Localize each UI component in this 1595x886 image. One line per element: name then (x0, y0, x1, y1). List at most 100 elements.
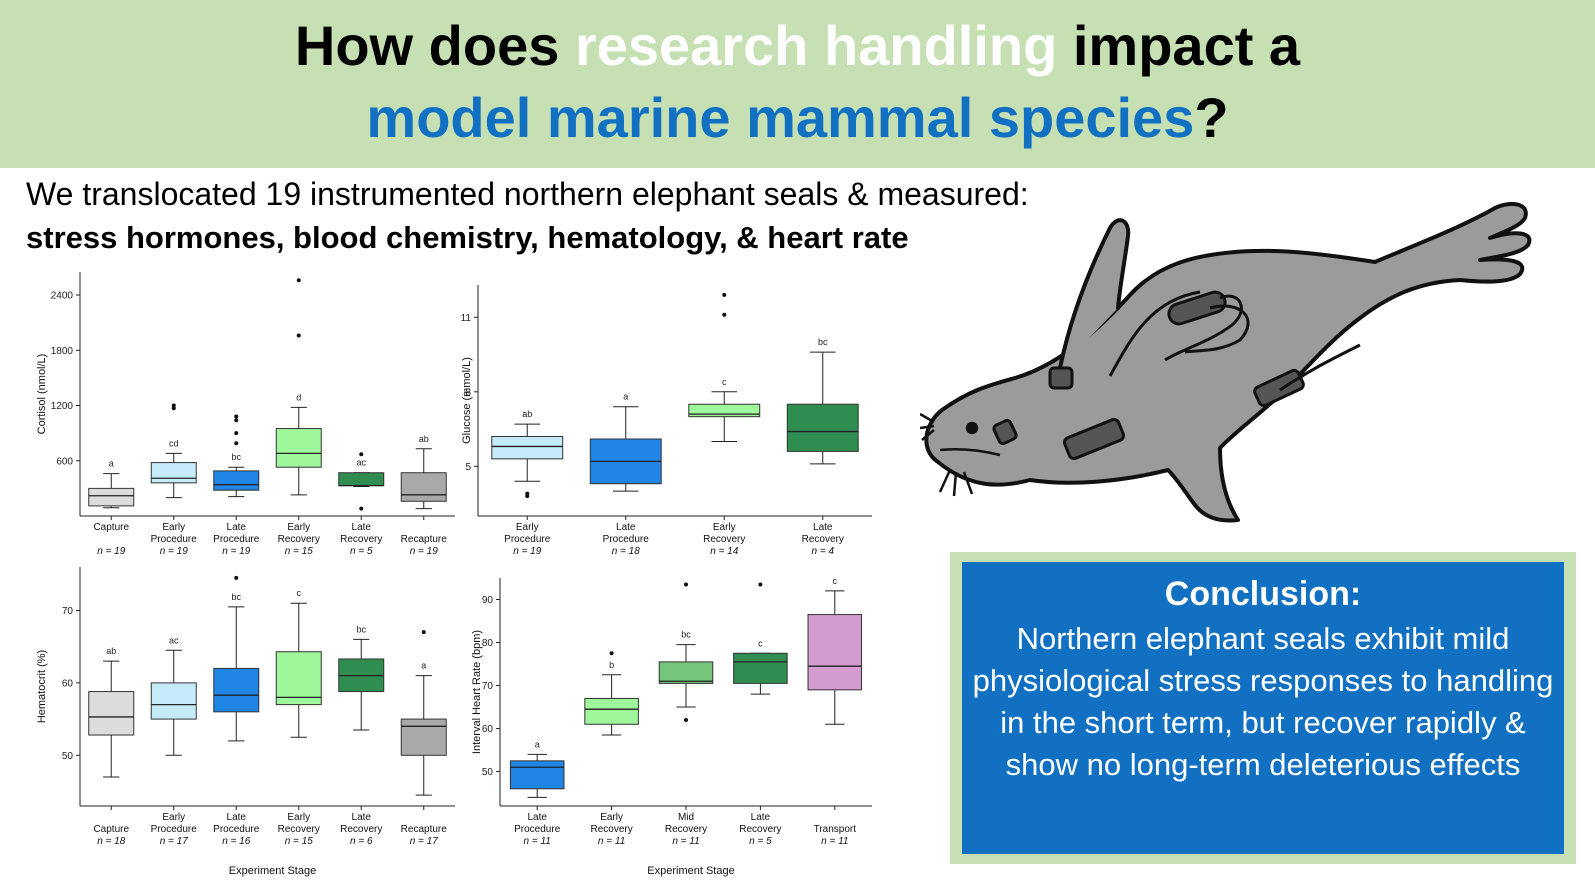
significance-letter: bc (356, 624, 366, 634)
intro-measures: stress hormones, blood chemistry, hemato… (26, 220, 909, 255)
box (88, 487, 135, 507)
title-highlight-white: research handling (574, 14, 1058, 77)
sample-size-label: n = 4 (811, 546, 834, 557)
box (658, 661, 714, 684)
seal-body (924, 201, 1532, 523)
x-tick-label: Recapture (401, 534, 448, 545)
outlier-point (234, 431, 239, 436)
y-axis-label: Glucose (mmol/L) (461, 357, 473, 444)
sample-size-label: n = 17 (160, 836, 189, 847)
outlier-point (234, 418, 239, 423)
x-tick-label: Recovery (739, 824, 781, 835)
outlier-point (234, 414, 239, 419)
x-tick-label: Early (162, 812, 185, 823)
significance-letter: a (109, 459, 114, 469)
box (213, 470, 260, 491)
title-text: ? (1194, 86, 1229, 149)
x-tick-label: Late (352, 522, 372, 533)
box (400, 472, 447, 502)
x-tick-label: Recovery (278, 534, 320, 545)
box (213, 667, 260, 713)
outlier-point (722, 292, 727, 297)
seal-cables (1108, 290, 1361, 392)
outlier-point (609, 651, 614, 656)
box (491, 436, 564, 460)
x-tick-label: Procedure (151, 534, 198, 545)
conclusion-panel: Conclusion: Northern elephant seals exhi… (962, 562, 1564, 854)
y-tick-label: 11 (461, 313, 472, 324)
x-tick-label: Early (713, 522, 736, 533)
conclusion-title: Conclusion: (1164, 575, 1362, 613)
outlier-point (171, 406, 176, 411)
x-tick-label: Late (813, 522, 833, 533)
sample-size-label: n = 5 (749, 836, 772, 847)
outlier-point (421, 630, 426, 635)
sample-size-label: n = 18 (97, 836, 126, 847)
title-banner (0, 0, 1595, 168)
sample-size-label: n = 11 (524, 836, 551, 847)
x-tick-label: Recapture (401, 824, 448, 835)
significance-letter: cd (169, 438, 179, 448)
outlier-point (684, 582, 688, 587)
significance-letter: ac (356, 458, 366, 468)
title-text: impact a (1057, 14, 1301, 77)
x-tick-label: Procedure (151, 824, 198, 835)
x-tick-label: Capture (93, 522, 129, 533)
outlier-point (234, 441, 239, 446)
y-tick-label: 70 (62, 606, 74, 617)
x-axis-label: Experiment Stage (647, 865, 734, 877)
y-axis-label: Hematocrit (%) (36, 650, 48, 723)
x-tick-label: Capture (93, 824, 129, 835)
y-tick-label: 1200 (51, 401, 74, 412)
significance-letter: b (609, 660, 614, 670)
seal-face (920, 412, 1001, 497)
outlier-point (359, 506, 364, 511)
box (338, 472, 385, 487)
sample-size-label: n = 5 (350, 546, 373, 557)
conclusion-body: Northern elephant seals exhibit mild phy… (972, 621, 1554, 782)
box (786, 403, 859, 452)
x-tick-label: Procedure (213, 534, 260, 545)
significance-letter: ab (419, 434, 429, 444)
significance-letter: c (833, 576, 838, 586)
sample-size-label: n = 6 (350, 836, 373, 847)
x-tick-label: Late (227, 812, 247, 823)
x-tick-label: Transport (814, 824, 857, 835)
y-tick-label: 5 (465, 462, 471, 473)
y-tick-label: 60 (482, 724, 494, 735)
y-tick-label: 1800 (51, 346, 74, 357)
sample-size-label: n = 17 (410, 836, 439, 847)
box (733, 652, 788, 684)
outlier-point (525, 491, 530, 496)
x-tick-label: Recovery (703, 534, 745, 545)
x-tick-label: Late (227, 522, 247, 533)
sample-size-label: n = 19 (160, 546, 189, 557)
y-tick-label: 50 (62, 751, 74, 762)
x-tick-label: Early (287, 522, 310, 533)
x-tick-label: Procedure (213, 824, 260, 835)
sample-size-label: n = 19 (222, 546, 251, 557)
y-axis-label: Cortisol (nmol/L) (36, 354, 48, 435)
significance-letter: bc (231, 592, 241, 602)
sample-size-label: n = 11 (598, 836, 625, 847)
significance-letter: c (758, 638, 763, 648)
y-axis-label: Interval Heart Rate (bpm) (471, 630, 483, 754)
sample-size-label: n = 19 (97, 546, 126, 557)
significance-letter: a (623, 392, 628, 402)
intro-line: We translocated 19 instrumented northern… (26, 176, 1029, 212)
x-tick-label: Mid (678, 812, 694, 823)
x-tick-label: Recovery (665, 824, 707, 835)
outlier-point (684, 717, 688, 722)
significance-letter: c (722, 377, 727, 387)
box (807, 614, 863, 691)
outlier-point (296, 278, 301, 283)
outlier-point (359, 452, 364, 457)
x-tick-label: Early (162, 522, 185, 533)
significance-letter: a (535, 739, 540, 749)
y-tick-label: 70 (482, 681, 494, 692)
sample-size-label: n = 15 (285, 836, 314, 847)
outlier-point (722, 312, 727, 317)
significance-letter: ab (522, 409, 532, 419)
significance-letter: bc (818, 337, 828, 347)
